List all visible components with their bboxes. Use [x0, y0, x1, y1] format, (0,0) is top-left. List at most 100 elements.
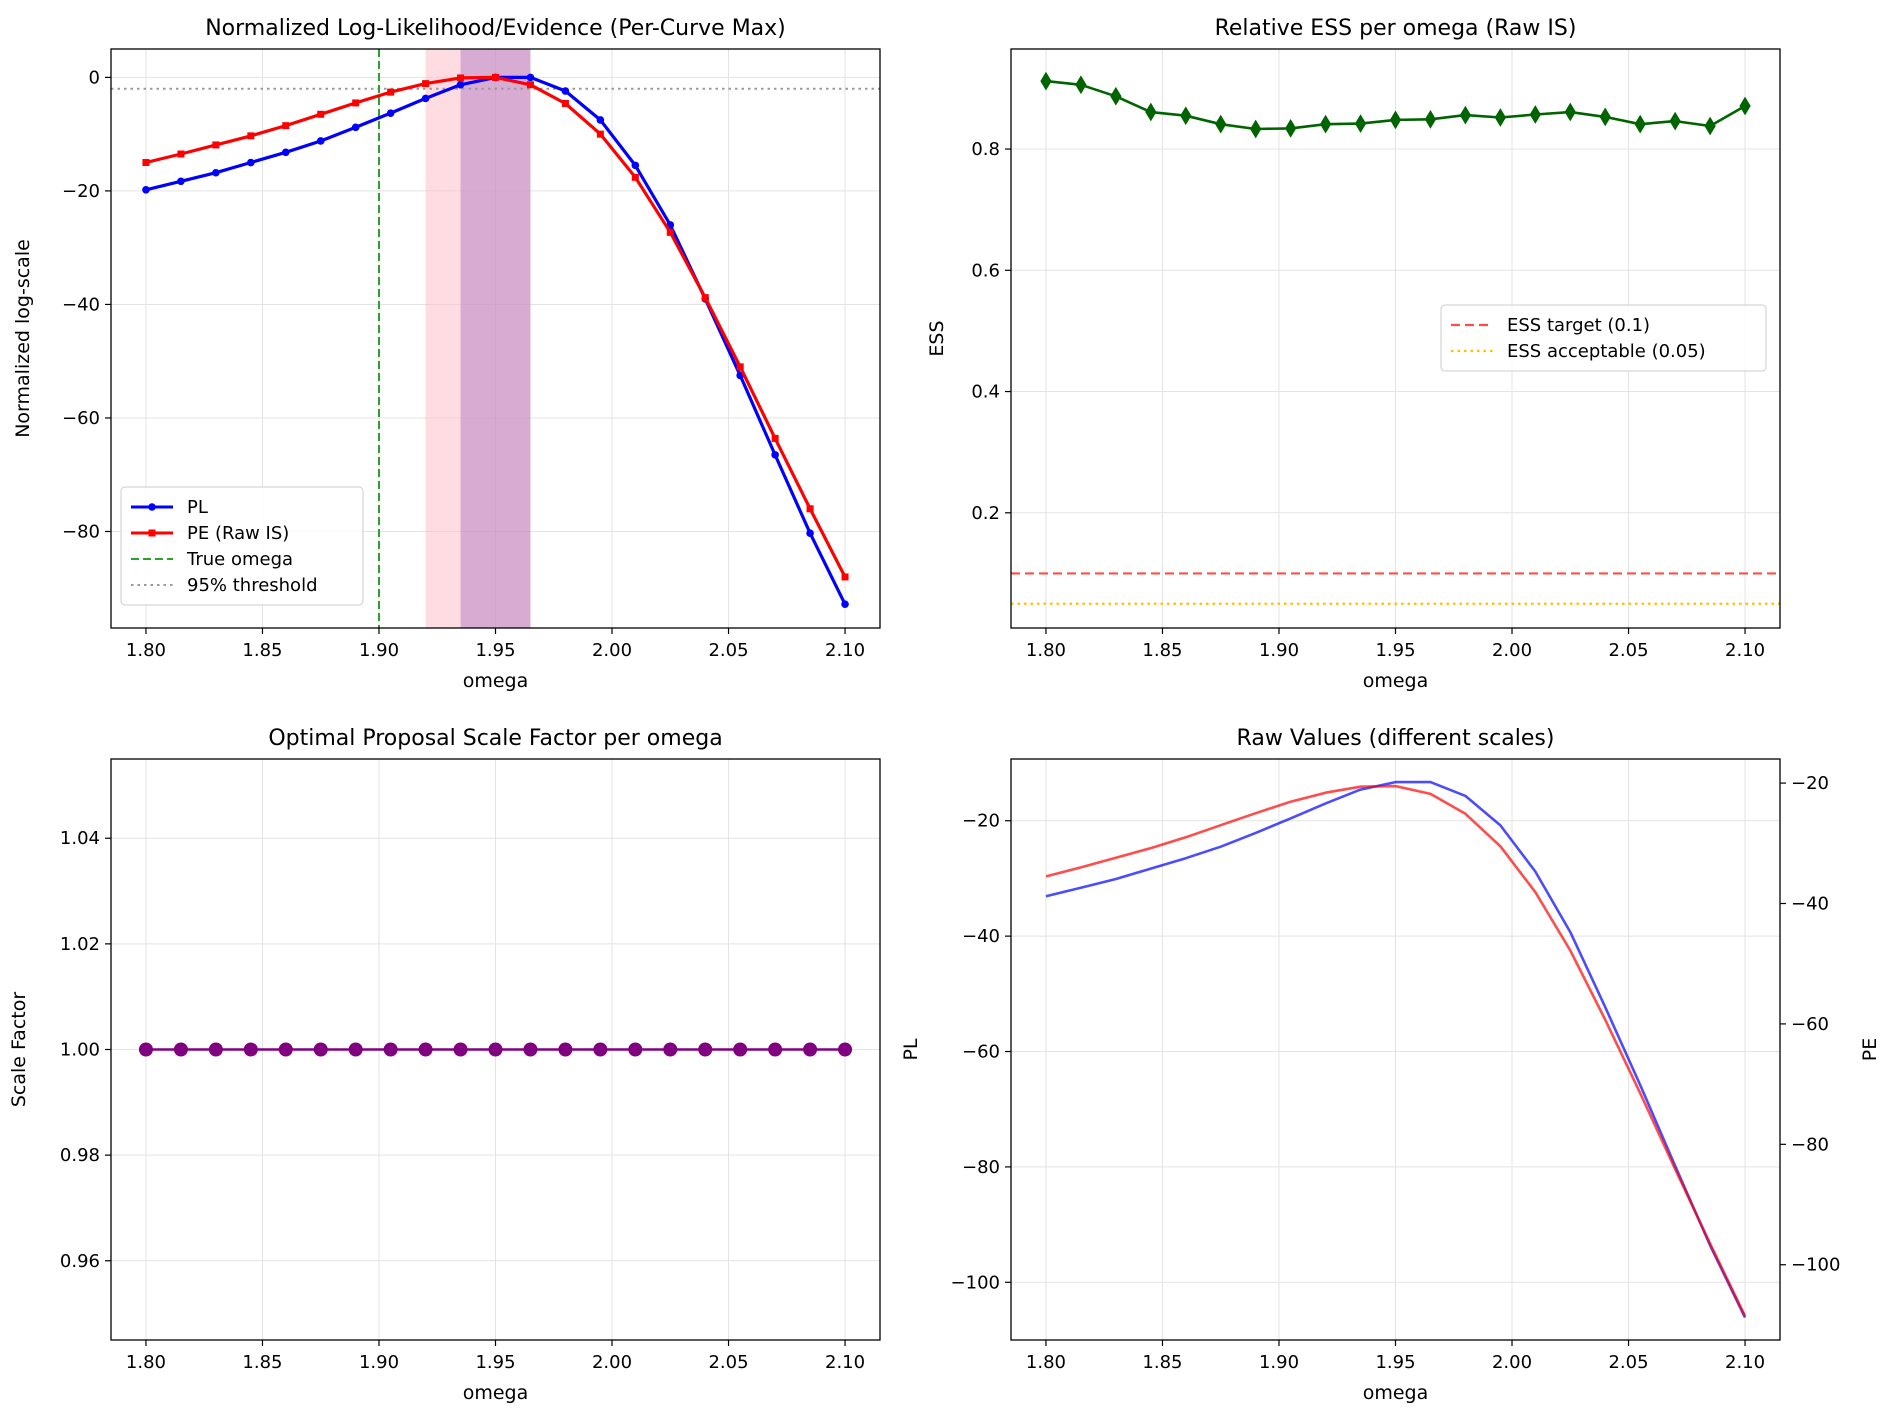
pe-point — [317, 110, 325, 118]
pl-point — [806, 529, 814, 538]
pl-point — [386, 109, 395, 117]
ess-point — [1040, 71, 1052, 91]
ess-point — [1669, 111, 1681, 131]
x-tick-label: 1.85 — [242, 1352, 282, 1373]
legend-label: PE (Raw IS) — [187, 523, 289, 544]
x-axis-label: omega — [463, 1382, 529, 1404]
ess-point — [1494, 108, 1506, 127]
y-tick-label: 0.2 — [971, 503, 1000, 524]
scale-factor-point — [733, 1042, 748, 1057]
scale-factor-point — [838, 1042, 853, 1057]
ess-point — [1529, 105, 1541, 124]
pe-point — [247, 132, 255, 140]
y-tick-label: −20 — [62, 181, 100, 202]
y-tick-label: −80 — [962, 1157, 1000, 1178]
ess-point — [1285, 119, 1297, 138]
y-right-axis-label: PE — [1859, 1038, 1881, 1061]
pl-point — [421, 94, 430, 103]
scale-factor-point — [208, 1042, 223, 1057]
x-tick-label: 1.80 — [1026, 1352, 1066, 1373]
y-tick-label: 0.96 — [60, 1251, 100, 1272]
scale-factor-point — [418, 1042, 433, 1057]
pe-point — [806, 505, 814, 513]
x-tick-label: 2.10 — [1725, 640, 1765, 661]
legend-box — [120, 486, 364, 606]
x-tick-label: 1.80 — [126, 1352, 166, 1373]
ess-point — [1599, 107, 1611, 127]
x-tick-label: 1.85 — [1142, 640, 1182, 661]
x-axis-label: omega — [1363, 1382, 1429, 1404]
pe-point — [282, 122, 290, 130]
scale-factor-point — [243, 1042, 258, 1057]
panel-normalized-loglik: 1.80 1.85 1.90 1.95 2.00 2.05 2.10 0 −20 −40 −60 −8… — [12, 16, 881, 692]
pe-confidence-span — [460, 49, 531, 628]
x-tick-label: 2.00 — [1492, 1352, 1532, 1373]
x-tick-label: 2.10 — [825, 1352, 865, 1373]
pl-point — [456, 80, 465, 89]
y-tick-label: −80 — [62, 522, 100, 543]
x-tick-label: 1.90 — [1259, 1352, 1299, 1373]
scale-factor-point — [523, 1042, 538, 1057]
scale-factor-point — [453, 1042, 468, 1057]
pl-point — [631, 161, 640, 170]
legend-marker — [148, 529, 156, 537]
legend-label: ESS acceptable (0.05) — [1507, 341, 1706, 362]
x-axis-label: omega — [463, 670, 529, 692]
pl-point — [526, 73, 535, 82]
panel-raw-values: 1.80 1.85 1.90 1.95 2.00 2.05 2.10 −20 −40 −60 −80… — [900, 726, 1881, 1404]
x-tick-label: 1.90 — [359, 640, 399, 661]
ess-point — [1180, 106, 1192, 126]
pl-point — [142, 185, 150, 194]
y-right-tick-label: −80 — [1791, 1134, 1829, 1155]
scale-factor-point — [698, 1042, 713, 1057]
y-right-tick-label: −20 — [1791, 773, 1829, 794]
y-tick-label: −40 — [62, 294, 100, 315]
legend-label: True omega — [186, 549, 293, 570]
y-right-tick-label: −60 — [1791, 1014, 1829, 1035]
scale-factor-point — [803, 1042, 818, 1057]
x-axis-label: omega — [1363, 670, 1429, 692]
x-tick-label: 1.95 — [475, 1352, 515, 1373]
legend-box — [1440, 304, 1767, 372]
scale-factor-point — [348, 1042, 363, 1057]
pe-point — [352, 99, 360, 107]
ess-point — [1215, 114, 1227, 134]
y-axis-label: Scale Factor — [8, 992, 30, 1108]
x-tick-label: 2.05 — [708, 1352, 748, 1373]
scale-factor-point — [628, 1042, 643, 1057]
ess-point — [1075, 75, 1087, 95]
pe-point — [736, 363, 744, 371]
pe-point — [177, 150, 185, 158]
pl-point — [596, 116, 605, 124]
y-right-tick-label: −100 — [1791, 1255, 1840, 1276]
x-tick-label: 2.10 — [1725, 1352, 1765, 1373]
pl-point — [316, 137, 325, 145]
scale-factor-point — [313, 1042, 328, 1057]
pl-point — [247, 158, 255, 167]
pe-point — [212, 141, 220, 149]
ess-point — [1389, 110, 1402, 130]
ess-point — [1459, 105, 1472, 125]
pe-point — [457, 74, 465, 82]
ess-point — [1319, 114, 1332, 134]
scale-factor-point — [278, 1042, 293, 1057]
ess-point — [1145, 102, 1157, 122]
pe-point — [701, 294, 709, 302]
legend-label: 95% threshold — [187, 575, 318, 596]
y-tick-label: 0.6 — [971, 260, 1000, 281]
scale-factor-point — [173, 1042, 188, 1057]
ess-point — [1354, 114, 1367, 133]
pe-point — [631, 173, 639, 181]
x-tick-label: 1.80 — [126, 640, 166, 661]
y-tick-label: −40 — [962, 926, 1000, 947]
panel-scale-factor: 1.80 1.85 1.90 1.95 2.00 2.05 2.10 0.96 0.98 1.00… — [8, 726, 881, 1404]
x-tick-label: 1.85 — [242, 640, 282, 661]
ess-point — [1564, 102, 1576, 122]
x-tick-label: 2.05 — [708, 640, 748, 661]
scale-factor-point — [663, 1042, 678, 1057]
pl-raw-line — [1045, 780, 1747, 1319]
y-tick-label: −20 — [962, 811, 1000, 832]
x-tick-label: 1.85 — [1142, 1352, 1182, 1373]
chart-title: Relative ESS per omega (Raw IS) — [1215, 16, 1577, 41]
